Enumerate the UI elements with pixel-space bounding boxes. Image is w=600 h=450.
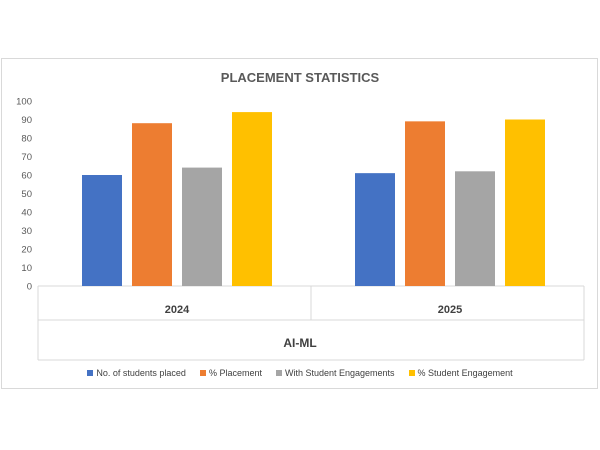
y-tick-label: 10 <box>21 263 32 274</box>
bar-2024-2 <box>132 123 172 286</box>
x-axis-title: AI-ML <box>283 336 317 350</box>
y-tick-label: 90 <box>21 115 32 126</box>
y-tick-label: 20 <box>21 245 32 256</box>
bar-2024-1 <box>82 175 122 286</box>
y-tick-label: 100 <box>16 97 32 108</box>
chart-legend: No. of students placed % Placement With St… <box>0 368 600 378</box>
y-tick-label: 30 <box>21 226 32 237</box>
legend-label: % Placement <box>208 368 262 378</box>
legend-item: % Student Engagement <box>408 368 513 378</box>
x-category-label: 2024 <box>165 304 190 316</box>
x-category-label: 2025 <box>438 304 462 316</box>
bar-2024-3 <box>182 167 222 286</box>
legend-item: With Student Engagements <box>275 368 395 378</box>
y-tick-label: 70 <box>21 152 32 163</box>
legend-label: No. of students placed <box>96 368 186 378</box>
legend-swatch <box>199 370 206 376</box>
y-tick-label: 40 <box>21 208 32 219</box>
legend-swatch <box>87 370 94 376</box>
bar-2025-3 <box>455 171 495 286</box>
legend-label: With Student Engagements <box>284 368 395 378</box>
y-tick-label: 60 <box>21 171 32 182</box>
legend-item: % Placement <box>199 368 262 378</box>
bar-2024-4 <box>232 112 272 286</box>
bar-2025-1 <box>355 173 395 286</box>
legend-label: % Student Engagement <box>417 368 513 378</box>
legend-item: No. of students placed <box>87 368 186 378</box>
legend-swatch <box>408 370 415 376</box>
bar-2025-4 <box>505 119 545 286</box>
bar-2025-2 <box>405 121 445 286</box>
chart-title: PLACEMENT STATISTICS <box>220 70 380 85</box>
y-tick-label: 0 <box>27 282 32 293</box>
y-tick-label: 80 <box>21 134 32 145</box>
y-tick-label: 50 <box>21 189 32 200</box>
legend-swatch <box>275 370 282 376</box>
